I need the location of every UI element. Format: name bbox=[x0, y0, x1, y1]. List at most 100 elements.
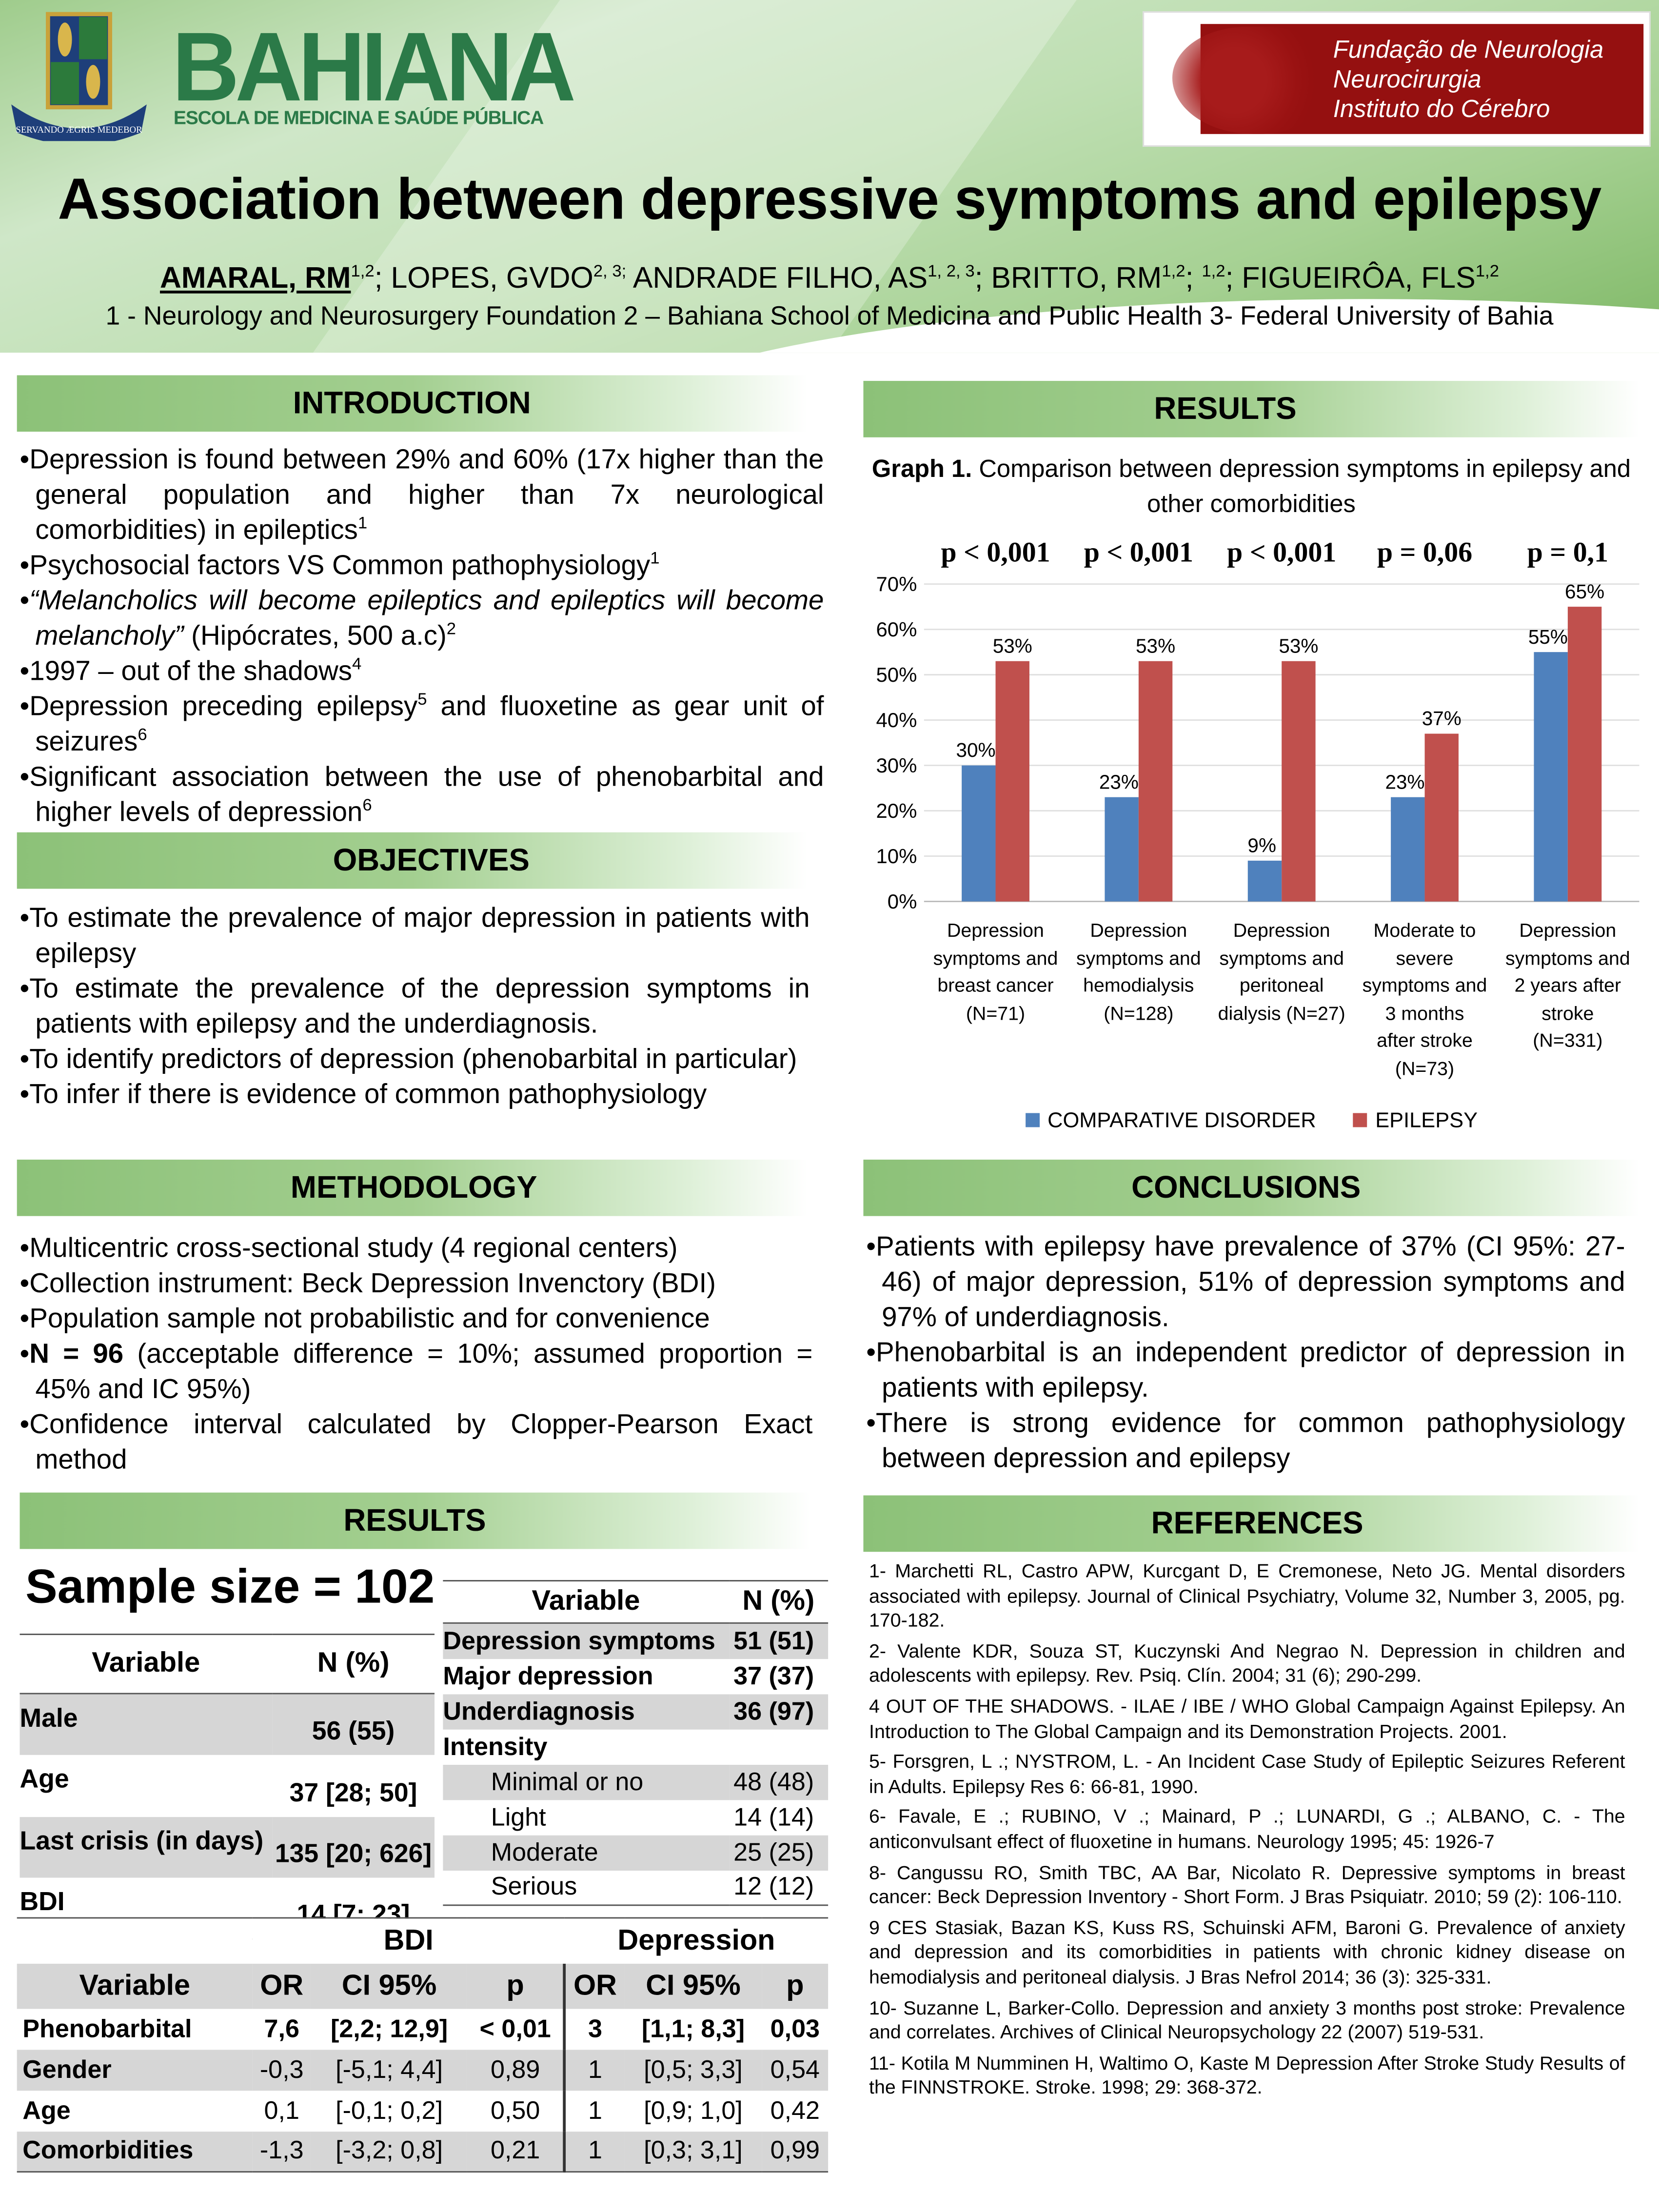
data-label: 23% bbox=[1099, 770, 1139, 793]
author: ; BRITTO, RM bbox=[974, 262, 1162, 295]
bar-epilepsy bbox=[1424, 733, 1459, 902]
table-row: Age 37 [28; 50] bbox=[20, 1755, 435, 1817]
column-header: OR bbox=[252, 1963, 311, 2009]
reference-item: 8- Cangussu RO, Smith TBC, AA Bar, Nicol… bbox=[869, 1861, 1625, 1908]
author: ; FIGUEIRÔA, FLS bbox=[1225, 262, 1476, 295]
reference-item: 4 OUT OF THE SHADOWS. - ILAE / IBE / WHO… bbox=[869, 1696, 1625, 1742]
graph-title: Graph 1. Comparison between depression s… bbox=[863, 452, 1639, 522]
row-label: Moderate bbox=[443, 1835, 729, 1870]
text: Collection instrument: Beck Depression I… bbox=[29, 1268, 716, 1300]
text: and fluoxetine as gear unit of seizures bbox=[35, 691, 824, 758]
author: ANDRADE FILHO, AS bbox=[626, 262, 928, 295]
data-label: 30% bbox=[956, 739, 995, 761]
table-row: Phenobarbital 7,6 [2,2; 12,9] < 0,01 3 [1,1; … bbox=[17, 2008, 828, 2049]
text: Depression is found between 29% and 60% … bbox=[29, 444, 824, 546]
author: ; LOPES, GVDO bbox=[374, 262, 593, 295]
author-affiliation-sup: 2, 3; bbox=[593, 261, 627, 281]
text: Psychosocial factors VS Common pathophys… bbox=[29, 550, 651, 581]
table-cell: 1 bbox=[563, 2090, 625, 2131]
table-row: Light 14 (14) bbox=[443, 1799, 828, 1835]
table-row: Minimal or no 48 (48) bbox=[443, 1764, 829, 1799]
table-cell: [0,5; 3,3] bbox=[624, 2049, 762, 2090]
table-cell: -0,3 bbox=[252, 2049, 311, 2090]
table-cell: [0,3; 3,1] bbox=[624, 2131, 762, 2172]
row-value bbox=[729, 1729, 829, 1764]
row-label: Age bbox=[20, 1763, 69, 1793]
p-value-label: p = 0,06 bbox=[1377, 537, 1473, 569]
affiliations: 1 - Neurology and Neurosurgery Foundatio… bbox=[105, 300, 1554, 330]
list-item: •Confidence interval calculated by Clopp… bbox=[20, 1409, 813, 1476]
table-cell: Age bbox=[22, 2095, 71, 2124]
y-tick-label: 30% bbox=[876, 754, 917, 777]
list-item: •“Melancholics will become epileptics an… bbox=[20, 585, 824, 652]
conclusions-list: •Patients with epilepsy have prevalence … bbox=[866, 1230, 1625, 1477]
y-tick-label: 60% bbox=[876, 618, 917, 641]
author: AMARAL, RM bbox=[159, 262, 351, 295]
foundation-line: Neurocirurgia bbox=[1333, 65, 1481, 93]
table-cell: 0,89 bbox=[467, 2049, 565, 2090]
bar-epilepsy bbox=[1138, 661, 1173, 902]
graph-title-text: Comparison between depression symptoms i… bbox=[972, 454, 1631, 518]
data-label: 53% bbox=[1136, 634, 1175, 657]
row-value: 48 (48) bbox=[729, 1764, 829, 1799]
bar-comparative bbox=[1391, 797, 1425, 902]
column-header: p bbox=[467, 1963, 565, 2009]
list-item: •N = 96 (acceptable difference = 10%; as… bbox=[20, 1339, 813, 1405]
table-row: Gender -0,3 [-5,1; 4,4] 0,89 1 [0,5; 3,3] 0,54 bbox=[17, 2049, 829, 2090]
graph-title-label: Graph 1. bbox=[871, 454, 972, 483]
text: To identify predictors of depression (ph… bbox=[29, 1044, 797, 1075]
row-label: Depression symptoms bbox=[443, 1623, 729, 1659]
superscript-citation: 5 bbox=[417, 689, 427, 709]
p-value-label: p < 0,001 bbox=[1227, 537, 1337, 569]
bar-chart-plot: 0% 10% 20% 30% 40% 50% 60% 70% 30% 53% 23% 53% 9% 53%… bbox=[876, 573, 1639, 913]
x-category-label: Depression symptoms and peritoneal dialy… bbox=[1218, 920, 1345, 1024]
foundation-line: Instituto do Cérebro bbox=[1333, 94, 1550, 123]
row-value: 56 (55) bbox=[272, 1693, 435, 1755]
y-tick-label: 70% bbox=[876, 573, 917, 595]
list-item: •1997 – out of the shadows4 bbox=[20, 653, 362, 687]
references-list: 1- Marchetti RL, Castro APW, Kurcgant D,… bbox=[869, 1559, 1625, 2106]
brain-icon bbox=[1172, 26, 1328, 134]
italic-text: “Melancholics will become epileptics and… bbox=[29, 585, 824, 652]
column-header: Variable bbox=[20, 1634, 273, 1695]
p-value-label: p < 0,001 bbox=[1084, 537, 1193, 569]
column-header: OR bbox=[563, 1963, 625, 2009]
table-row: Comorbidities -1,3 [-3,2; 0,8] 0,21 1 [0,3; 3… bbox=[17, 2131, 829, 2172]
text: There is strong evidence for common path… bbox=[875, 1408, 1625, 1475]
list-item: •Depression is found between 29% and 60%… bbox=[20, 444, 824, 546]
bahiana-crest-logo: SERVANDO ÆGRIS MEDEBOR bbox=[11, 12, 147, 141]
superscript-citation: 2 bbox=[446, 618, 456, 639]
legend-label: EPILEPSY bbox=[1375, 1108, 1478, 1133]
regression-table: BDI Depression Variable OR CI 95% p OR CI 95% p P… bbox=[17, 1917, 829, 2173]
data-label: 23% bbox=[1385, 770, 1425, 793]
author: ; bbox=[1185, 262, 1202, 295]
table-row: Age 0,1 [-0,1; 0,2] 0,50 1 [0,9; 1,0] 0,42 bbox=[17, 2090, 828, 2131]
row-label: Male bbox=[20, 1693, 273, 1755]
list-item: •Significant association between the use… bbox=[20, 762, 824, 829]
table-row: Last crisis (in days) 135 [20; 626] bbox=[20, 1816, 435, 1878]
table-cell: Gender bbox=[17, 2049, 253, 2090]
legend-item-epilepsy: EPILEPSY bbox=[1352, 1108, 1478, 1133]
bold-text: N = 96 bbox=[29, 1339, 124, 1370]
row-label: BDI bbox=[20, 1886, 65, 1916]
text: To infer if there is evidence of common … bbox=[29, 1079, 707, 1110]
y-tick-label: 40% bbox=[876, 709, 917, 731]
row-value: 37 (37) bbox=[733, 1661, 814, 1690]
text: Population sample not probabilistic and … bbox=[29, 1304, 710, 1335]
table-cell: Comorbidities bbox=[17, 2131, 253, 2172]
y-tick-label: 50% bbox=[876, 663, 917, 686]
list-item: •To estimate the prevalence of the depre… bbox=[20, 973, 810, 1040]
author-affiliation-sup: 1,2 bbox=[1162, 261, 1185, 281]
reference-item: 10- Suzanne L, Barker-Collo. Depression … bbox=[869, 1996, 1625, 2043]
table-row: Major depression 37 (37) bbox=[443, 1659, 828, 1694]
row-label: Last crisis (in days) bbox=[20, 1816, 273, 1878]
row-value: 14 (14) bbox=[733, 1802, 814, 1831]
table-cell: Phenobarbital bbox=[22, 2014, 192, 2042]
bar-comparative bbox=[1534, 652, 1568, 902]
school-name: BAHIANA bbox=[172, 11, 576, 121]
bar-epilepsy bbox=[1282, 661, 1316, 902]
column-header: CI 95% bbox=[624, 1963, 762, 2009]
text: To estimate the prevalence of the depres… bbox=[29, 973, 810, 1040]
data-label: 37% bbox=[1422, 707, 1462, 730]
